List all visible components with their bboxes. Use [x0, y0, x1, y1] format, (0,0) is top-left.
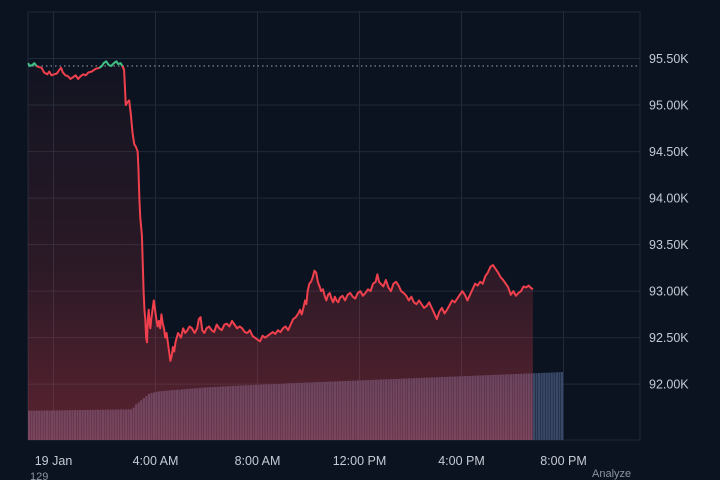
y-tick-label: 95.50K — [649, 52, 689, 66]
volume-bar — [553, 372, 556, 440]
price-line-up — [98, 60, 125, 71]
price-line-down — [121, 65, 534, 362]
x-tick-label: 8:00 PM — [540, 454, 587, 468]
volume-bar — [538, 373, 541, 440]
volume-bar — [545, 372, 548, 440]
y-tick-label: 94.50K — [649, 145, 689, 159]
y-tick-label: 93.00K — [649, 285, 689, 299]
footer-left-label: 129 — [30, 471, 48, 480]
x-tick-label: 8:00 AM — [235, 454, 281, 468]
volume-bar — [560, 372, 564, 440]
x-tick-label: 19 Jan — [35, 454, 73, 468]
y-axis-labels: 95.50K 95.00K 94.50K 94.00K 93.50K 93.00K 92.5… — [649, 52, 689, 392]
y-tick-label: 92.00K — [649, 378, 689, 392]
y-tick-label: 95.00K — [649, 99, 689, 113]
y-tick-label: 93.50K — [649, 238, 689, 252]
y-tick-label: 94.00K — [649, 192, 689, 206]
analyze-link[interactable]: Analyze — [592, 468, 631, 480]
volume-bar — [548, 372, 551, 440]
x-tick-label: 4:00 AM — [133, 454, 179, 468]
volume-bar — [532, 373, 536, 440]
volume-bar — [550, 372, 553, 440]
x-tick-label: 12:00 PM — [333, 454, 387, 468]
price-area — [28, 61, 533, 440]
volume-bar — [535, 373, 538, 440]
price-line-group — [27, 60, 640, 362]
volume-bar — [558, 372, 561, 440]
volume-bar — [555, 372, 558, 440]
x-axis-labels: 19 Jan 4:00 AM 8:00 AM 12:00 PM 4:00 PM 8:00 … — [35, 454, 587, 468]
volume-bar — [540, 372, 543, 440]
y-tick-label: 92.50K — [649, 331, 689, 345]
price-line-down — [36, 65, 103, 80]
volume-bar — [543, 372, 546, 440]
price-area-fill — [28, 61, 533, 440]
x-tick-label: 4:00 PM — [438, 454, 485, 468]
